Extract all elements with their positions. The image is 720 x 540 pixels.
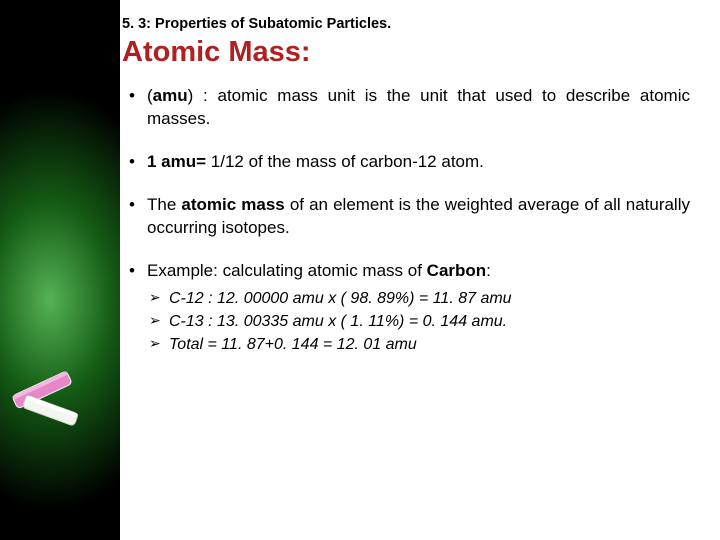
bullet-text: 1 amu= 1/12 of the mass of carbon-12 ato… <box>147 152 484 171</box>
bullet-item: Example: calculating atomic mass of Carb… <box>125 260 690 357</box>
bullet-text: Example: calculating atomic mass of Carb… <box>147 261 491 280</box>
bullet-item: (amu) : atomic mass unit is the unit tha… <box>125 85 690 131</box>
slide-content: 5. 3: Properties of Subatomic Particles.… <box>0 0 720 376</box>
bullet-text: The atomic mass of an element is the wei… <box>147 195 690 237</box>
sub-item: Total = 11. 87+0. 144 = 12. 01 amu <box>147 333 690 356</box>
bullet-list: (amu) : atomic mass unit is the unit tha… <box>125 85 690 356</box>
bullet-text: (amu) : atomic mass unit is the unit tha… <box>147 86 690 128</box>
sub-list: C-12 : 12. 00000 amu x ( 98. 89%) = 11. … <box>147 287 690 357</box>
section-label: 5. 3: Properties of Subatomic Particles. <box>122 16 690 32</box>
slide-title: Atomic Mass: <box>122 36 690 69</box>
bullet-item: The atomic mass of an element is the wei… <box>125 194 690 240</box>
sub-item: C-12 : 12. 00000 amu x ( 98. 89%) = 11. … <box>147 287 690 310</box>
bullet-item: 1 amu= 1/12 of the mass of carbon-12 ato… <box>125 151 690 174</box>
sub-item: C-13 : 13. 00335 amu x ( 1. 11%) = 0. 14… <box>147 310 690 333</box>
